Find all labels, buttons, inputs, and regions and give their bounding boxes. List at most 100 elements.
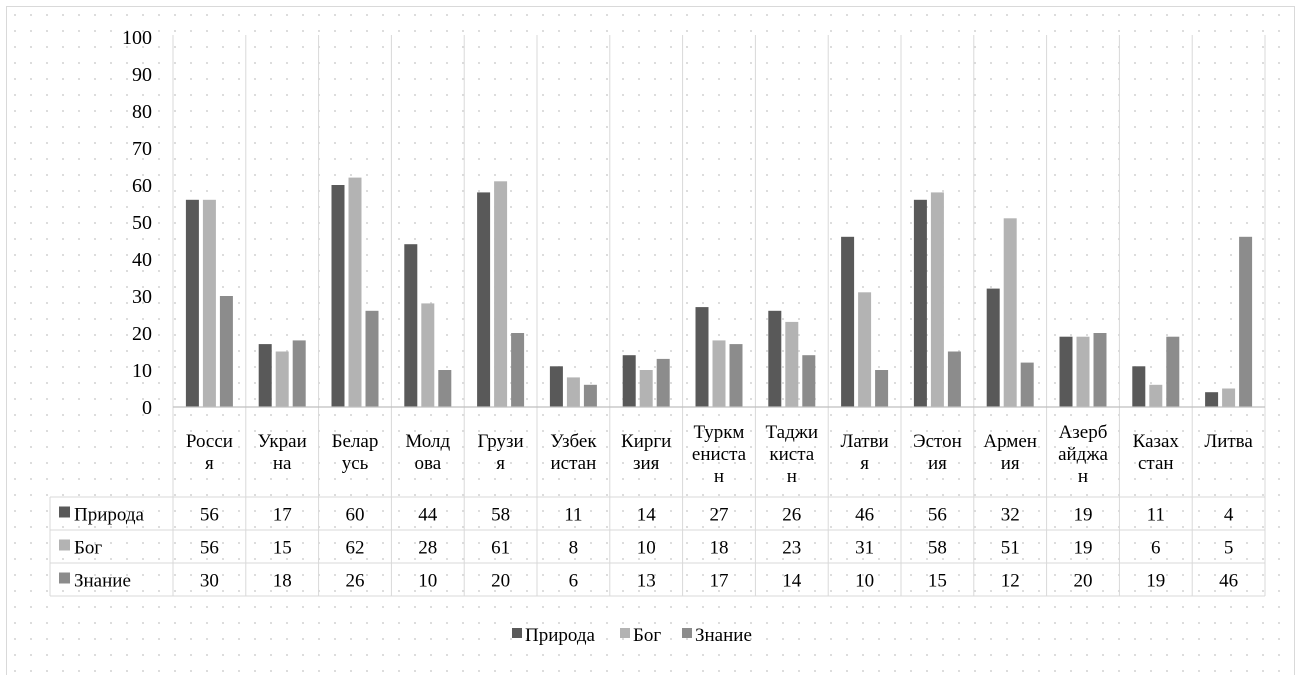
bar	[258, 344, 272, 407]
category-label: Эстон ия	[913, 431, 962, 474]
bar	[477, 192, 491, 407]
y-tick-label: 60	[132, 175, 152, 197]
bar	[1076, 336, 1090, 407]
table-cell-value: 58	[491, 505, 510, 526]
table-cell-value: 32	[1001, 505, 1020, 526]
bar	[219, 296, 233, 407]
table-series-label: Природа	[74, 505, 145, 526]
table-cell-value: 17	[273, 505, 292, 526]
bar	[695, 307, 709, 407]
bar	[511, 333, 525, 407]
bar	[185, 199, 199, 407]
table-cell-value: 30	[200, 571, 219, 592]
category-label: Литва	[1204, 431, 1253, 452]
bar	[913, 199, 927, 407]
bar	[712, 340, 726, 407]
table-cell-value: 11	[564, 505, 582, 526]
table-cell-value: 31	[855, 538, 874, 559]
y-tick-label: 50	[132, 212, 152, 234]
bar	[404, 244, 418, 407]
legend-key-table	[59, 539, 70, 551]
table-cell-value: 18	[710, 538, 729, 559]
category-label: Таджи киста н	[766, 422, 819, 487]
table-cell-value: 27	[710, 505, 729, 526]
table-cell-value: 4	[1224, 505, 1234, 526]
category-label: Белар усь	[332, 431, 379, 474]
table-cell-value: 19	[1074, 538, 1093, 559]
bar	[566, 377, 580, 407]
y-tick-label: 0	[142, 397, 152, 419]
bar	[365, 310, 379, 407]
table-cell-value: 61	[491, 538, 510, 559]
table-cell-value: 56	[200, 505, 219, 526]
y-tick-label: 80	[132, 101, 152, 123]
table-cell-value: 19	[1146, 571, 1165, 592]
legend-label: Природа	[525, 625, 596, 646]
table-cell-value: 19	[1074, 505, 1093, 526]
bar	[622, 355, 636, 407]
bar	[947, 351, 961, 407]
bar	[729, 344, 743, 407]
table-cell-value: 20	[1074, 571, 1093, 592]
y-tick-label: 70	[132, 138, 152, 160]
bar	[549, 366, 563, 407]
table-cell-value: 14	[782, 571, 802, 592]
legend-swatch	[620, 628, 630, 638]
legend-key-table	[59, 572, 70, 584]
bar	[768, 310, 782, 407]
category-label: Латви я	[840, 431, 888, 474]
table-cell-value: 8	[569, 538, 579, 559]
table-cell-value: 46	[1219, 571, 1238, 592]
y-tick-label: 90	[132, 64, 152, 86]
table-cell-value: 11	[1147, 505, 1165, 526]
category-label: Кирги зия	[621, 431, 671, 474]
bar	[1222, 388, 1236, 407]
legend-swatch	[512, 628, 522, 638]
bar	[494, 181, 508, 407]
bar	[986, 288, 1000, 407]
bar	[348, 177, 362, 407]
bar	[639, 370, 653, 407]
y-tick-label: 40	[132, 249, 152, 271]
bar	[656, 358, 670, 407]
table-cell-value: 10	[637, 538, 656, 559]
table-cell-value: 28	[418, 538, 437, 559]
bar	[438, 370, 452, 407]
table-cell-value: 12	[1001, 571, 1020, 592]
bar	[1020, 362, 1034, 407]
bar	[841, 236, 855, 407]
table-cell-value: 60	[346, 505, 365, 526]
bar	[1093, 333, 1107, 407]
y-tick-label: 20	[132, 323, 152, 345]
bar	[1149, 384, 1163, 407]
bar	[875, 370, 889, 407]
bar	[785, 321, 799, 407]
category-label: Украи на	[258, 431, 307, 474]
category-label: Узбек истан	[550, 431, 597, 474]
table-cell-value: 23	[782, 538, 801, 559]
table-cell-value: 6	[1151, 538, 1161, 559]
table-cell-value: 20	[491, 571, 510, 592]
category-label: Молд ова	[405, 431, 450, 474]
table-cell-value: 6	[569, 571, 579, 592]
bar	[583, 384, 597, 407]
bar	[1003, 218, 1017, 407]
bar	[802, 355, 816, 407]
table-cell-value: 44	[418, 505, 438, 526]
bar	[1239, 236, 1253, 407]
table-cell-value: 14	[637, 505, 657, 526]
bar	[292, 340, 306, 407]
y-tick-label: 100	[122, 27, 152, 49]
table-cell-value: 5	[1224, 538, 1234, 559]
table-cell-value: 15	[928, 571, 947, 592]
category-label: Казах стан	[1133, 431, 1180, 474]
table-cell-value: 46	[855, 505, 874, 526]
table-cell-value: 18	[273, 571, 292, 592]
y-tick-label: 30	[132, 286, 152, 308]
legend-label: Бог	[633, 625, 661, 646]
category-label: Росси я	[186, 431, 233, 474]
table-cell-value: 62	[346, 538, 365, 559]
bar	[331, 185, 345, 407]
bar	[930, 192, 944, 407]
